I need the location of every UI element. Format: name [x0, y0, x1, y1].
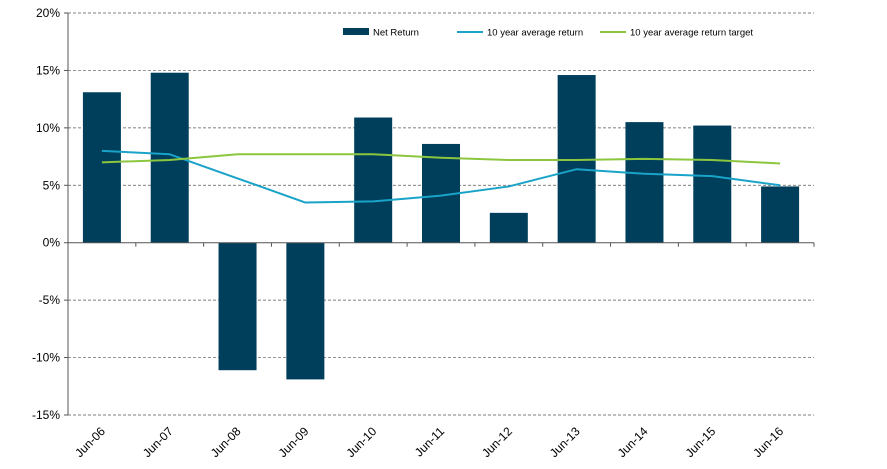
y-tick-label: 5% [43, 178, 61, 192]
x-tick-label: Jun-07 [140, 424, 176, 460]
axes [67, 13, 814, 415]
legend-swatch-net-return [343, 28, 369, 35]
bar-net-return [286, 242, 325, 380]
line-10-year-average-return-target [101, 153, 781, 165]
bar-series [82, 72, 800, 380]
x-tick-label: Jun-15 [683, 424, 719, 460]
y-tick-label: 0% [43, 236, 61, 250]
x-tick-label: Jun-09 [276, 424, 312, 460]
y-tick-label: -15% [32, 408, 60, 422]
bar-net-return [761, 186, 800, 243]
y-tick-label: -5% [39, 293, 61, 307]
x-tick-label: Jun-13 [547, 424, 583, 460]
x-tick-label: Jun-12 [479, 424, 515, 460]
x-tick-label: Jun-08 [208, 424, 244, 460]
bar-net-return [693, 125, 732, 243]
legend-label: 10 year average return [487, 28, 583, 39]
x-tick-label: Jun-10 [343, 424, 379, 460]
y-tick-label: 15% [36, 63, 60, 77]
x-tick-label: Jun-16 [750, 424, 786, 460]
y-tick-label: -10% [32, 351, 60, 365]
bar-net-return [625, 122, 664, 243]
legend: Net Return 10 year average return 10 year … [343, 28, 753, 39]
x-tick-label: Jun-11 [412, 424, 447, 459]
bar-net-return [218, 242, 257, 371]
x-tick-label: Jun-06 [72, 424, 108, 460]
legend-label: 10 year average return target [630, 28, 753, 39]
bar-net-return [82, 92, 121, 243]
x-tick-label: Jun-14 [615, 424, 651, 460]
bar-net-return [150, 72, 189, 243]
y-tick-label: 20% [36, 6, 60, 20]
line-series [101, 149, 781, 204]
line-10-year-average-return [101, 149, 781, 204]
bar-net-return [354, 117, 393, 243]
bar-net-return [489, 212, 528, 243]
legend-label: Net Return [373, 28, 419, 39]
y-axis-ticks: -15% -10% -5% 0% 5% 10% 15% 20% [32, 6, 68, 422]
x-axis-ticks: Jun-06 Jun-07 Jun-08 Jun-09 Jun-10 Jun-11 Jun-… [67, 242, 815, 460]
y-tick-label: 10% [36, 121, 60, 135]
